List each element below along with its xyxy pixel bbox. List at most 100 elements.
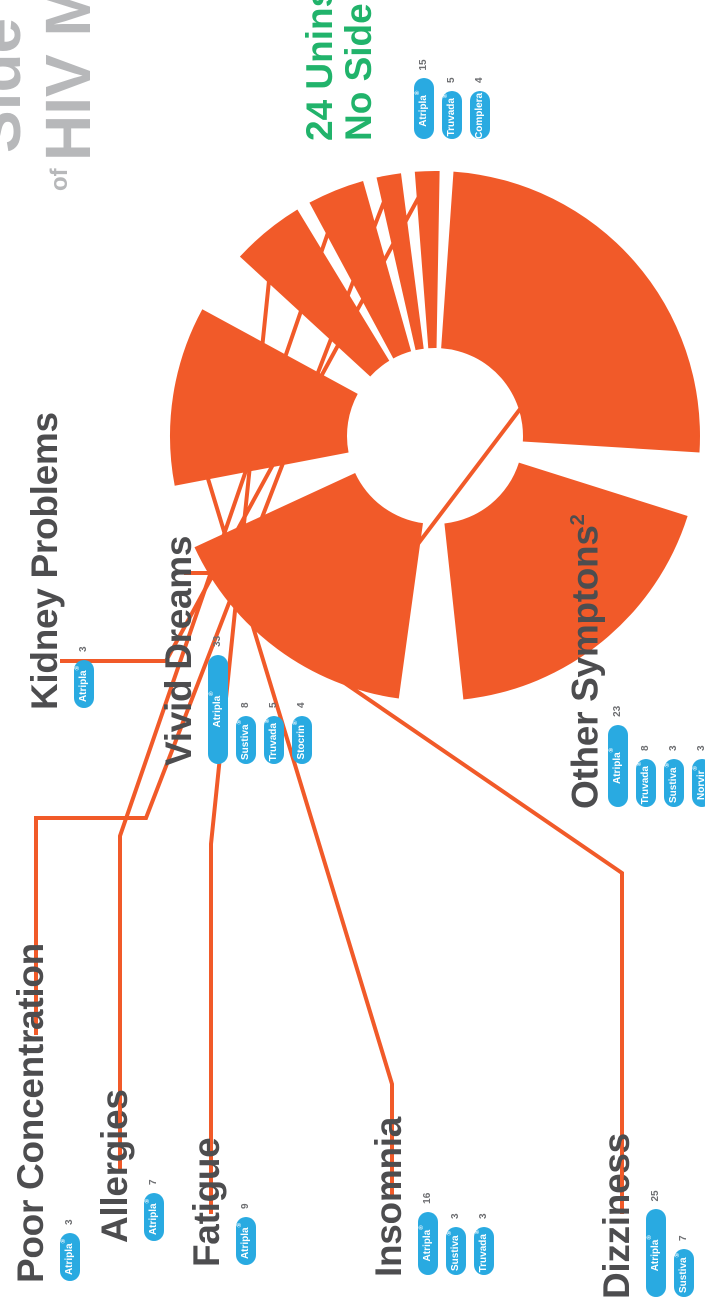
registered-mark: ® [145,1198,151,1204]
drug-pill: Sustiva® [446,1227,466,1275]
segment-insomnia [170,309,358,486]
drug-count: 25 [650,1190,661,1202]
drug-name: Truvada [478,1234,489,1273]
drug-count: 4 [474,77,485,83]
drug-pill: Sustiva® [236,716,256,764]
drug-name: Truvada [446,98,457,137]
registered-mark: ® [237,1222,243,1228]
category-label: Fatigue [186,1137,227,1267]
drug-name: Sustiva [450,1235,461,1271]
drug-count: 8 [640,745,651,751]
drug-pill: Truvada® [474,1227,494,1275]
title-line-2: HIV Medication [32,0,104,161]
registered-mark: ® [447,1231,453,1236]
category-label: Poor Concentration [10,943,51,1283]
drug-pill: Sustiva® [664,759,684,807]
segment-poor-concentration [376,173,424,351]
registered-mark: ® [665,763,671,768]
registered-mark: ® [209,691,215,696]
drug-name: Atripla [212,695,223,728]
drug-count: 3 [478,1213,489,1219]
category-heading-dizziness: Dizziness [596,1133,637,1299]
drug-name: Sustiva [668,767,679,803]
drug-pill: Atripla® [236,1217,256,1265]
drug-pill: Sustiva® [674,1249,694,1297]
footnote-marker: 2 [567,514,589,526]
registered-mark: ® [419,1225,425,1230]
drug-pill: Atripla® [414,78,434,139]
drug-count: 5 [268,702,279,708]
registered-mark: ® [75,665,81,671]
registered-mark: ® [61,1238,67,1244]
drug-count: 3 [450,1213,461,1219]
drug-pill: Atripla® [208,654,228,764]
drug-count: 23 [612,705,623,717]
registered-mark: ® [693,766,699,771]
drug-name: Truvada [268,723,279,762]
registered-mark: ® [471,88,477,93]
segment-dizziness [194,472,423,699]
drug-name: Atripla [78,670,89,703]
title-prefix: of [46,168,73,191]
category-heading-vivid-dreams: Vivid Dreams [158,535,199,766]
drug-count: 33 [212,635,223,647]
drug-pill: Atripla® [608,724,628,807]
category-heading-allergies: Allergies [94,1089,135,1243]
drug-pill: Truvada® [264,716,284,764]
category-label: Vivid Dreams [158,535,199,766]
drug-pill: Norvir® [692,759,705,807]
registered-mark: ® [675,1253,681,1258]
drug-pill: Complera® [470,88,490,139]
registered-mark: ® [647,1235,653,1240]
category-heading-fatigue: Fatigue [186,1137,227,1267]
drug-count: 3 [668,745,679,751]
registered-mark: ® [237,720,243,725]
drug-count: 4 [296,702,307,708]
category-heading-poor-concentration: Poor Concentration [10,943,51,1283]
drug-pill: Atripla® [144,1193,164,1241]
drug-count: 3 [78,646,89,652]
drug-count: 9 [240,1203,251,1209]
drug-count: 7 [678,1235,689,1241]
drug-name: Atripla [612,752,623,784]
drug-name: Atripla [148,1203,159,1236]
segment-vivid-dreams [441,171,700,453]
drug-count: 3 [64,1219,75,1225]
category-label: Dizziness [596,1133,637,1299]
category-label: Kidney Problems [24,412,65,710]
category-label: Insomnia [368,1116,409,1277]
registered-mark: ® [443,93,449,99]
drug-name: Truvada [640,766,651,805]
drug-pill: Atripla® [646,1209,666,1297]
registered-mark: ® [637,761,643,767]
registered-mark: ® [475,1229,481,1235]
segment-fatigue [239,209,390,377]
drug-count: 8 [240,702,251,708]
drug-name: Atripla [422,1229,433,1262]
drug-name: Complera [474,92,485,139]
drug-count: 5 [446,77,457,83]
category-heading-other-symptons: Other Symptons2 [560,514,606,809]
segment-kidney-problems [414,171,440,349]
drug-count: 3 [692,745,705,751]
no-side-effects-line-1: 24 Uninsured Reported [299,0,340,141]
category-heading-kidney-problems: Kidney Problems [24,412,65,710]
drug-pill: Truvada® [442,91,462,139]
registered-mark: ® [265,718,271,724]
drug-name: Sustiva [678,1257,689,1293]
drug-pill: Atripla® [74,660,94,708]
drug-count: 16 [422,1192,433,1204]
registered-mark: ® [609,747,615,753]
drug-pill: Truvada® [636,759,656,807]
drug-count: 15 [418,59,429,71]
drug-name: Atripla [650,1239,661,1272]
drug-name: Atripla [418,95,429,127]
drug-pill: Atripla® [418,1211,438,1275]
category-heading-insomnia: Insomnia [368,1116,409,1277]
leader-line-poor-concentration [34,184,393,1035]
category-label: Other Symptons [564,525,606,809]
registered-mark: ® [415,90,421,96]
